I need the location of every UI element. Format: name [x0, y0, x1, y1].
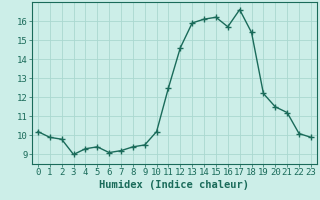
X-axis label: Humidex (Indice chaleur): Humidex (Indice chaleur): [100, 180, 249, 190]
